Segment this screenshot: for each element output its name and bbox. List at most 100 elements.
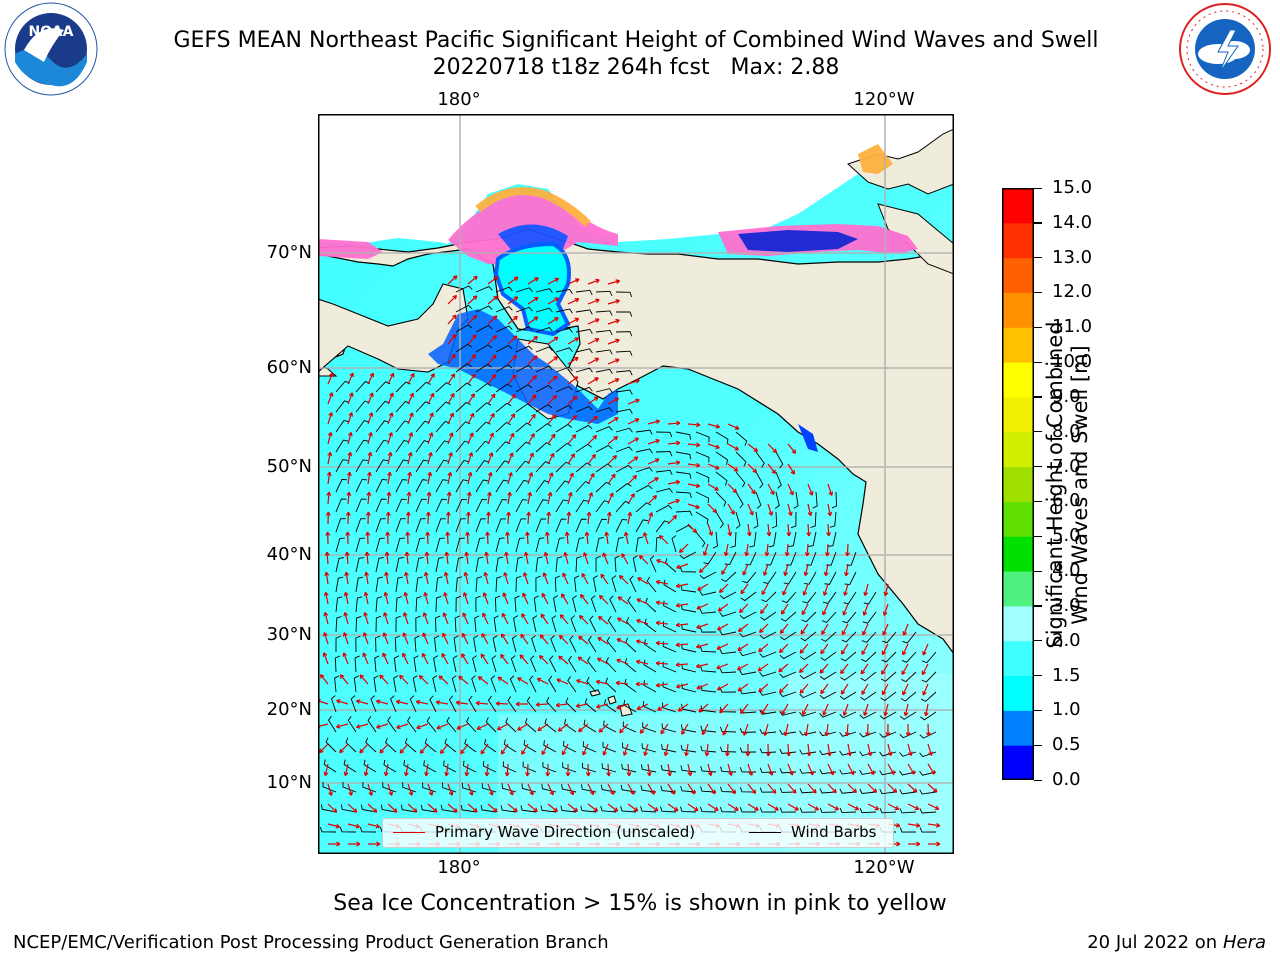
wave-direction-arrowhead <box>860 669 866 675</box>
wind-barb <box>680 785 697 793</box>
wind-barb <box>535 327 553 333</box>
wave-direction-arrow <box>407 452 412 465</box>
wave-direction-arrow <box>327 491 330 505</box>
wave-direction-arrow <box>327 452 331 465</box>
wave-direction-arrowhead <box>553 807 558 813</box>
wave-direction-arrow <box>587 396 599 405</box>
wave-direction-arrowhead <box>415 699 421 705</box>
wind-barb <box>844 571 857 585</box>
wave-direction-arrow <box>556 703 569 707</box>
wind-barb <box>426 716 437 733</box>
wind-barb <box>532 615 538 633</box>
wave-direction-arrow <box>767 463 776 474</box>
wave-direction-arrowhead <box>907 751 913 756</box>
wave-direction-arrow <box>407 492 410 505</box>
wave-direction-arrowhead <box>445 531 451 536</box>
wind-barb <box>655 451 673 457</box>
wave-direction-arrowhead <box>730 510 735 515</box>
wave-direction-arrow <box>627 783 635 795</box>
wave-direction-arrowhead <box>806 751 812 757</box>
wave-direction-arrowhead <box>757 666 763 672</box>
wind-barb <box>649 555 657 573</box>
wave-direction-arrowhead <box>493 807 498 813</box>
wave-direction-arrow <box>587 279 600 285</box>
wind-barb <box>395 479 408 493</box>
wave-direction-arrow <box>727 803 739 811</box>
wave-direction-arrowhead <box>714 486 719 491</box>
wave-direction-arrow <box>463 592 469 605</box>
wave-direction-arrowhead <box>748 771 754 776</box>
wind-barb <box>759 690 777 696</box>
wind-barb <box>621 763 637 773</box>
wind-barb <box>422 782 437 793</box>
wave-direction-arrowhead <box>863 711 868 716</box>
wind-barb <box>530 655 537 673</box>
wave-direction-arrowhead <box>613 436 619 441</box>
wave-direction-arrow <box>779 623 789 634</box>
wave-direction-swatch <box>393 832 425 833</box>
wave-direction-arrow <box>607 378 620 385</box>
wave-direction-arrowhead <box>367 451 373 457</box>
wind-barb <box>390 695 397 713</box>
wind-barb <box>370 695 377 713</box>
wave-direction-arrowhead <box>704 751 710 757</box>
wave-direction-arrowhead <box>428 791 434 796</box>
wind-barb <box>395 557 404 573</box>
wave-direction-arrowhead <box>323 591 329 597</box>
wave-direction-arrow <box>787 483 794 496</box>
wind-barb-swatch <box>749 832 781 833</box>
wind-barb <box>799 651 817 661</box>
wave-direction-arrowhead <box>636 598 642 603</box>
wave-direction-arrowhead <box>617 596 623 601</box>
wave-direction-arrow <box>607 455 617 465</box>
wave-direction-arrow <box>547 453 555 465</box>
wave-direction-arrow <box>366 551 369 565</box>
wave-direction-arrow <box>787 743 790 757</box>
wave-direction-arrow <box>336 699 349 705</box>
wave-direction-arrowhead <box>789 490 794 496</box>
wave-direction-arrowhead <box>383 591 389 597</box>
wave-direction-arrow <box>607 339 620 345</box>
wind-barb <box>335 498 347 513</box>
wave-direction-arrowhead <box>582 750 587 756</box>
wind-barb <box>635 466 653 473</box>
wave-direction-arrowhead <box>347 432 353 437</box>
wave-direction-arrowhead <box>719 708 724 714</box>
wave-direction-arrow <box>558 655 569 665</box>
wave-direction-arrowhead <box>449 412 454 418</box>
wave-direction-arrowhead <box>826 532 832 537</box>
wind-barb <box>424 738 437 753</box>
wave-direction-arrowhead <box>388 412 394 417</box>
wave-direction-arrow <box>656 683 669 687</box>
wave-direction-arrowhead <box>721 570 726 575</box>
wind-barb <box>662 681 677 693</box>
wave-direction-arrow <box>598 723 609 733</box>
wave-direction-arrowhead <box>521 613 526 618</box>
wind-barb <box>555 327 573 333</box>
wave-direction-arrowhead <box>843 591 848 596</box>
wave-direction-arrowhead <box>544 531 550 536</box>
wind-barb <box>562 762 577 773</box>
wave-direction-arrowhead <box>461 632 467 638</box>
wave-direction-arrowhead <box>480 653 486 659</box>
wave-direction-arrowhead <box>342 632 348 637</box>
wave-direction-arrowhead <box>752 468 758 474</box>
wave-direction-arrowhead <box>862 630 867 636</box>
wave-direction-arrowhead <box>452 294 458 300</box>
wave-direction-arrowhead <box>356 841 361 847</box>
wave-direction-arrowhead <box>597 616 603 621</box>
wave-direction-arrow <box>564 552 569 565</box>
wave-direction-arrow <box>887 783 898 793</box>
wind-barb <box>840 651 857 662</box>
wave-direction-arrow <box>547 414 557 425</box>
wave-direction-arrow <box>364 763 369 776</box>
wave-direction-arrowhead <box>404 551 410 557</box>
wind-barb <box>395 518 406 533</box>
bering-sea-water <box>493 241 571 337</box>
wave-direction-arrowhead <box>861 650 866 655</box>
wind-barb <box>779 787 797 793</box>
wave-direction-arrowhead <box>493 276 499 281</box>
wave-direction-arrow <box>467 413 475 425</box>
wind-barb <box>570 615 577 633</box>
wave-direction-arrowhead <box>384 571 389 577</box>
